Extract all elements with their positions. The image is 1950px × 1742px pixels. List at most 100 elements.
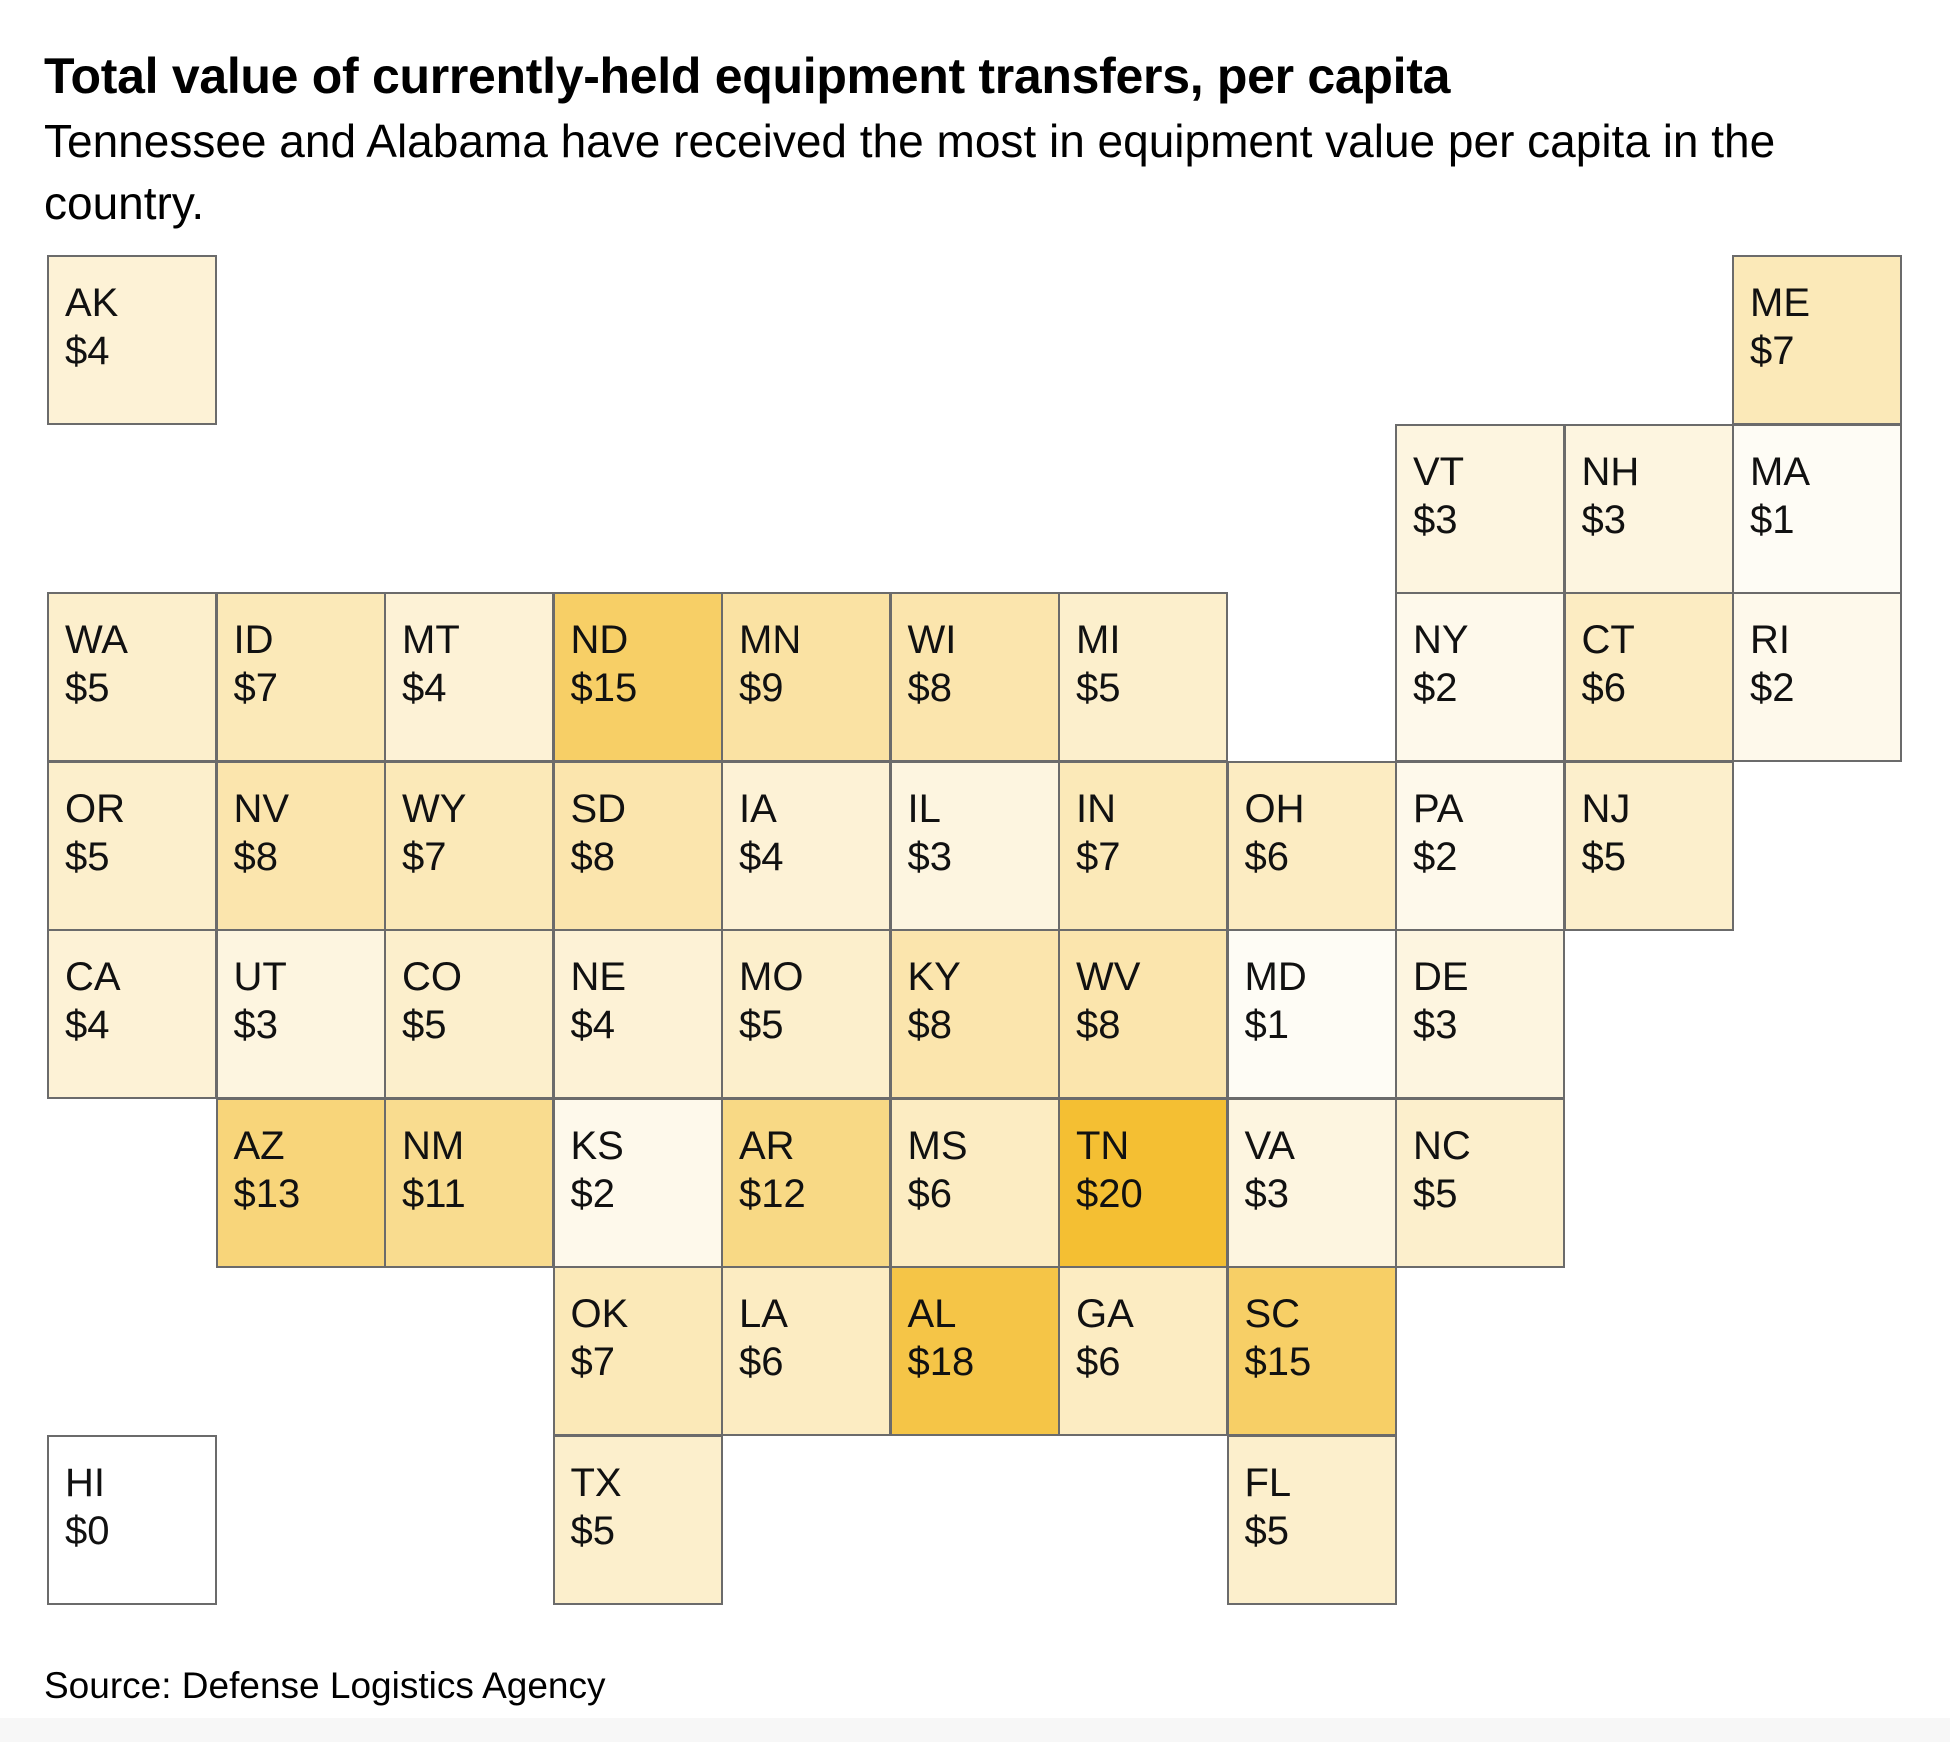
state-value: $4 bbox=[570, 1003, 616, 1047]
state-tile-tx: TX $5 bbox=[552, 1434, 723, 1605]
state-code: RI bbox=[1750, 618, 1790, 662]
state-tile-sd: SD $8 bbox=[552, 760, 723, 931]
state-value: $5 bbox=[65, 666, 110, 710]
state-value: $3 bbox=[1581, 497, 1627, 542]
state-code: AZ bbox=[233, 1123, 285, 1168]
state-value: $5 bbox=[65, 834, 110, 879]
state-code: FL bbox=[1244, 1460, 1292, 1505]
state-value: $7 bbox=[1076, 834, 1121, 879]
state-value: $8 bbox=[233, 834, 279, 879]
state-tile-ky: KY $8 bbox=[889, 929, 1060, 1099]
state-tile-oh: OH $6 bbox=[1226, 760, 1397, 931]
state-tile-md: MD $1 bbox=[1226, 929, 1397, 1099]
state-tile-mn: MN $9 bbox=[721, 592, 891, 762]
state-tile-ny: NY $2 bbox=[1395, 592, 1565, 762]
state-code: OH bbox=[1244, 786, 1305, 831]
state-code: DE bbox=[1413, 955, 1469, 999]
state-code: OR bbox=[65, 786, 125, 831]
state-value: $4 bbox=[65, 329, 110, 373]
state-tile-mt: MT $4 bbox=[384, 592, 554, 762]
state-value: $3 bbox=[907, 834, 953, 879]
state-tile-ia: IA $4 bbox=[721, 760, 891, 931]
chart-title: Total value of currently-held equipment … bbox=[44, 48, 1451, 104]
state-code: WI bbox=[907, 618, 957, 662]
state-code: OK bbox=[570, 1292, 629, 1336]
state-code: WY bbox=[402, 786, 467, 831]
state-code: NE bbox=[570, 955, 627, 999]
state-code: MI bbox=[1076, 618, 1121, 662]
state-value: $3 bbox=[233, 1003, 279, 1047]
state-tile-or: OR $5 bbox=[47, 760, 217, 931]
state-value: $2 bbox=[1413, 666, 1458, 710]
state-value: $6 bbox=[1076, 1340, 1121, 1384]
state-value: $5 bbox=[1413, 1171, 1458, 1216]
state-code: MS bbox=[907, 1123, 968, 1168]
state-tile-sc: SC $15 bbox=[1226, 1266, 1397, 1436]
state-code: PA bbox=[1413, 786, 1464, 831]
state-value: $7 bbox=[233, 666, 279, 710]
state-tile-wy: WY $7 bbox=[384, 760, 554, 931]
state-code: AR bbox=[739, 1123, 795, 1168]
state-code: LA bbox=[739, 1292, 788, 1336]
state-value: $6 bbox=[907, 1171, 953, 1216]
state-tile-ma: MA $1 bbox=[1732, 423, 1902, 594]
state-code: KS bbox=[570, 1123, 624, 1168]
state-value: $3 bbox=[1413, 1003, 1458, 1047]
state-tile-va: VA $3 bbox=[1226, 1097, 1397, 1268]
state-tile-wi: WI $8 bbox=[889, 592, 1060, 762]
state-value: $8 bbox=[907, 1003, 953, 1047]
state-code: NH bbox=[1581, 449, 1640, 494]
state-value: $5 bbox=[739, 1003, 784, 1047]
state-value: $2 bbox=[570, 1171, 616, 1216]
source-note: Source: Defense Logistics Agency bbox=[44, 1665, 606, 1706]
state-tile-id: ID $7 bbox=[215, 592, 386, 762]
state-value: $7 bbox=[402, 834, 447, 879]
state-code: VT bbox=[1413, 449, 1465, 494]
state-value: $1 bbox=[1244, 1003, 1290, 1047]
state-value: $1 bbox=[1750, 497, 1795, 542]
state-code: CT bbox=[1581, 618, 1635, 662]
state-tile-nm: NM $11 bbox=[384, 1097, 554, 1268]
state-tile-wv: WV $8 bbox=[1058, 929, 1228, 1099]
state-value: $12 bbox=[739, 1171, 806, 1216]
state-value: $2 bbox=[1750, 666, 1795, 710]
state-value: $7 bbox=[1750, 329, 1795, 373]
state-tile-nd: ND $15 bbox=[552, 592, 723, 762]
state-code: AL bbox=[907, 1292, 957, 1336]
state-value: $2 bbox=[1413, 834, 1458, 879]
state-tile-in: IN $7 bbox=[1058, 760, 1228, 931]
state-value: $9 bbox=[739, 666, 784, 710]
state-code: NJ bbox=[1581, 786, 1631, 831]
state-value: $5 bbox=[1076, 666, 1121, 710]
state-tile-ms: MS $6 bbox=[889, 1097, 1060, 1268]
state-value: $7 bbox=[570, 1340, 616, 1384]
state-tile-ks: KS $2 bbox=[552, 1097, 723, 1268]
state-code: ID bbox=[233, 618, 274, 662]
state-code: MT bbox=[402, 618, 460, 662]
state-code: SD bbox=[570, 786, 627, 831]
state-value: $18 bbox=[907, 1340, 975, 1384]
state-tile-ct: CT $6 bbox=[1563, 592, 1734, 762]
state-value: $4 bbox=[739, 834, 784, 879]
state-code: IA bbox=[739, 786, 777, 831]
state-code: IL bbox=[907, 786, 941, 831]
state-value: $15 bbox=[1244, 1340, 1312, 1384]
state-code: KY bbox=[907, 955, 961, 999]
state-tile-ne: NE $4 bbox=[552, 929, 723, 1099]
state-tile-nc: NC $5 bbox=[1395, 1097, 1565, 1268]
state-value: $0 bbox=[65, 1508, 110, 1553]
state-tile-ok: OK $7 bbox=[552, 1266, 723, 1436]
state-value: $3 bbox=[1244, 1171, 1290, 1216]
state-code: SC bbox=[1244, 1292, 1301, 1336]
state-tile-ca: CA $4 bbox=[47, 929, 217, 1099]
state-tile-az: AZ $13 bbox=[215, 1097, 386, 1268]
state-value: $4 bbox=[402, 666, 447, 710]
state-tile-hi: HI $0 bbox=[47, 1434, 217, 1605]
state-value: $6 bbox=[1581, 666, 1627, 710]
state-tile-nh: NH $3 bbox=[1563, 423, 1734, 594]
state-value: $4 bbox=[65, 1003, 110, 1047]
state-code: NM bbox=[402, 1123, 465, 1168]
state-value: $8 bbox=[907, 666, 953, 710]
state-code: HI bbox=[65, 1460, 105, 1505]
